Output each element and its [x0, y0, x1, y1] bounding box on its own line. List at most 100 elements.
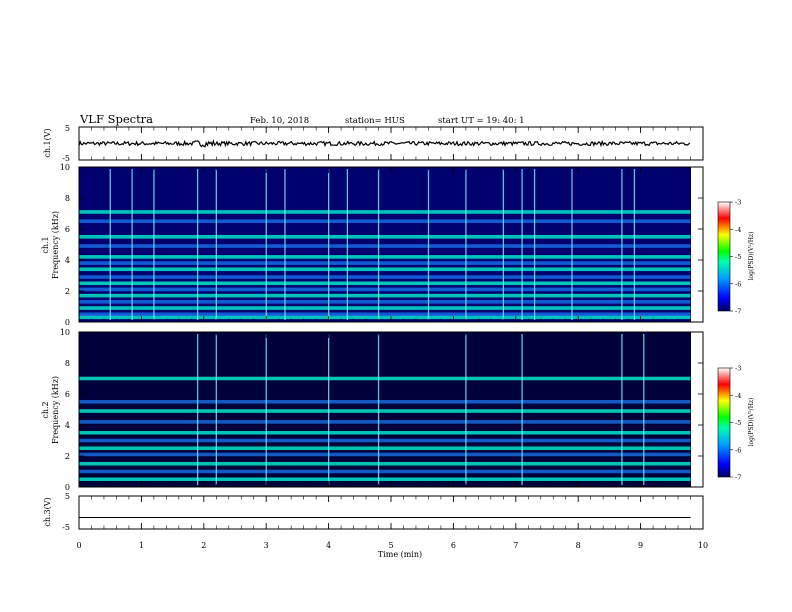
colorbar-tick-label: -3 — [735, 365, 741, 373]
figure-title: VLF Spectra — [79, 112, 153, 126]
ch2-band — [79, 430, 691, 435]
colorbar-tick-label: -6 — [735, 446, 741, 454]
ch1-frequency-tick-label: 4 — [65, 256, 70, 265]
ch1-band — [79, 293, 691, 298]
ch1-colorbar — [717, 201, 731, 312]
colorbar-tick-label: -4 — [735, 226, 741, 234]
ch1-band — [79, 261, 691, 265]
ch1-band — [79, 244, 691, 248]
ch1-spheric — [265, 169, 267, 320]
ch1-frequency-tick-label: 8 — [65, 194, 70, 203]
ch1-band — [79, 267, 691, 272]
ch1-spectrogram-channel-label: ch.1 — [41, 236, 50, 253]
ch1-spheric — [153, 169, 155, 320]
time-tick-label: 4 — [326, 541, 331, 550]
time-tick-label: 2 — [201, 541, 206, 550]
ch1-frequency-tick-label: 0 — [65, 318, 70, 327]
ch1-spheric — [284, 169, 286, 320]
ch2-band — [79, 461, 691, 466]
ch1-spheric — [346, 169, 349, 320]
time-tick-label: 1 — [139, 541, 144, 550]
ch1-spheric — [109, 169, 111, 320]
ch2-spheric — [377, 334, 380, 485]
ch1-spheric — [377, 169, 380, 320]
ch1-band — [79, 312, 691, 317]
ch2-band — [79, 469, 691, 474]
time-tick-label: 7 — [513, 541, 518, 550]
ch1-waveform-ylabel: ch.1(V) — [43, 128, 52, 157]
ch2-spheric — [196, 334, 199, 485]
ch1-spheric — [215, 169, 217, 320]
ch1-spheric — [633, 169, 636, 320]
ch1-band — [79, 210, 691, 214]
ch2-band — [79, 438, 691, 443]
ch2-frequency-tick-labels: 0 2 4 6 8 10 — [60, 328, 703, 492]
ch2-colorbar-label: log(PSD)(V²/Hz) — [748, 398, 755, 447]
ch2-spheric — [465, 334, 467, 485]
ch2-band — [79, 452, 691, 457]
time-tick-marks — [78, 127, 704, 529]
ch1-wave-ytick-minus5: -5 — [62, 154, 70, 163]
ch1-band — [79, 287, 691, 292]
ch2-band — [79, 446, 691, 451]
time-tick-label: 10 — [698, 541, 708, 550]
ch2-frequency-tick-label: 10 — [60, 328, 70, 337]
ch1-wave-ytick-5: 5 — [65, 124, 70, 133]
ch2-band — [79, 376, 691, 381]
ch1-band — [79, 306, 691, 310]
station-label: station= HUS — [345, 116, 405, 126]
ch1-spheric — [502, 169, 505, 320]
ch3-wave-ytick-minus5: -5 — [62, 523, 70, 532]
ch2-spheric — [328, 334, 330, 485]
ch1-frequency-tick-label: 2 — [65, 287, 70, 296]
colorbar-tick-label: -3 — [735, 199, 741, 207]
ch2-frequency-tick-label: 2 — [65, 452, 70, 461]
time-tick-labels: 0 1 2 3 4 5 6 7 8 9 10 — [76, 541, 708, 550]
colorbar-tick-label: -7 — [735, 474, 741, 482]
ch3-waveform-ylabel: ch.3(V) — [43, 497, 52, 526]
ch2-spheric — [521, 334, 523, 485]
ch2-colorbar — [717, 367, 731, 478]
colorbar-tick-label: -4 — [735, 392, 741, 400]
time-tick-label: 5 — [388, 541, 393, 550]
ch2-spectrogram-ylabel: Frequency (kHz) — [51, 376, 60, 444]
ch1-colorbar-ticks: -3 -4 -5 -6 -7 — [730, 199, 741, 316]
ch1-spheric — [521, 169, 523, 320]
ch1-spheric — [196, 169, 199, 320]
colorbar-tick-label: -6 — [735, 280, 741, 288]
time-tick-label: 9 — [638, 541, 643, 550]
ch2-spheric — [621, 334, 623, 485]
ch1-frequency-tick-labels: 0 2 4 6 8 10 — [60, 163, 703, 327]
ch2-frequency-tick-label: 0 — [65, 483, 70, 492]
ch2-spheric — [265, 334, 267, 485]
ch1-spheric — [465, 169, 467, 320]
time-tick-label: 0 — [76, 541, 81, 550]
colorbar-tick-label: -5 — [735, 419, 741, 427]
ch2-frequency-tick-label: 8 — [65, 359, 70, 368]
colorbar-tick-label: -7 — [735, 308, 741, 316]
ch2-band — [79, 420, 691, 424]
ch2-colorbar-ticks: -3 -4 -5 -6 -7 — [730, 365, 741, 482]
ch1-frequency-tick-label: 10 — [60, 163, 70, 172]
ch1-colorbar-label: log(PSD)(V²/Hz) — [748, 232, 755, 281]
ch1-spheric — [427, 169, 430, 320]
start-time-label: start UT = 19: 40: 1 — [438, 116, 525, 126]
ch2-spheric — [643, 334, 645, 485]
ch1-band — [79, 281, 691, 286]
ch1-spheric — [571, 169, 573, 320]
ch1-spheric — [533, 169, 536, 320]
ch3-wave-ytick-5: 5 — [65, 492, 70, 501]
ch2-frequency-tick-label: 6 — [65, 390, 70, 399]
ch1-spheric — [621, 169, 623, 320]
ch2-spectrogram-channel-label: ch.2 — [41, 401, 50, 418]
ch2-frequency-tick-label: 4 — [65, 421, 70, 430]
ch2-frequency-bands — [79, 376, 691, 482]
ch2-band — [79, 477, 691, 482]
ch1-band — [79, 219, 691, 224]
ch1-frequency-bands — [79, 210, 691, 320]
ch1-band — [79, 315, 691, 320]
time-tick-label: 3 — [264, 541, 269, 550]
ch1-spectrogram-ylabel: Frequency (kHz) — [51, 211, 60, 279]
ch1-band — [79, 275, 691, 279]
